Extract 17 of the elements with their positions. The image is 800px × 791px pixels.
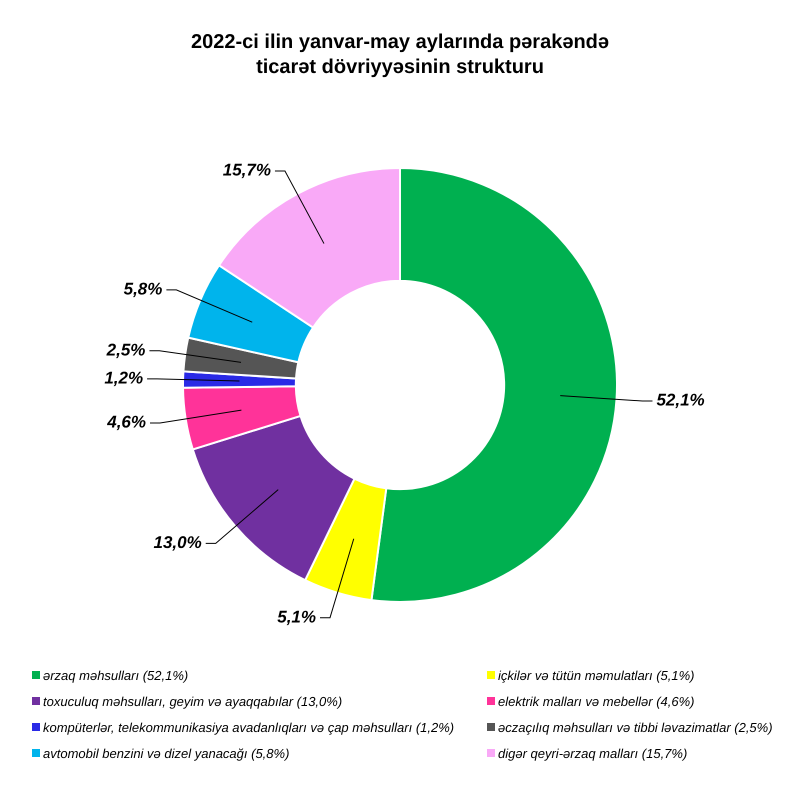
data-label: 4,6% bbox=[106, 412, 146, 432]
legend-label: toxuculuq məhsulları, geyim və ayaqqabılar (13,0%) bbox=[43, 694, 342, 708]
chart-title: 2022-ci ilin yanvar-may aylarında pərakəndə ticarət dövriyyəsinin strukturu bbox=[190, 30, 610, 80]
legend-label: avtomobil benzini və dizel yanacağı (5,8%) bbox=[43, 746, 290, 760]
data-label: 5,8% bbox=[124, 280, 162, 299]
legend-label: kompüterlər, telekommunikasiya avadanlıqları və çap məhsulları (1,2%) bbox=[43, 720, 454, 734]
legend-label: elektrik malları və mebellər (4,6%) bbox=[498, 694, 695, 708]
legend-label: ərzaq məhsulları (52,1%) bbox=[43, 668, 188, 682]
data-label: 5,1% bbox=[277, 607, 316, 626]
data-label: 2,5% bbox=[106, 340, 146, 360]
data-label: 52,1% bbox=[656, 390, 705, 410]
data-label: 15,7% bbox=[222, 160, 271, 180]
data-label: 13,0% bbox=[154, 533, 202, 552]
legend-label: içkilər və tütün məmulatları (5,1%) bbox=[498, 668, 695, 682]
legend-label: digər qeyri-ərzaq malları (15,7%) bbox=[498, 746, 688, 760]
legend-label: əczaçılıq məhsulları və tibbi ləvazimatlar (2,5%) bbox=[498, 720, 773, 734]
data-label: 1,2% bbox=[104, 368, 144, 388]
